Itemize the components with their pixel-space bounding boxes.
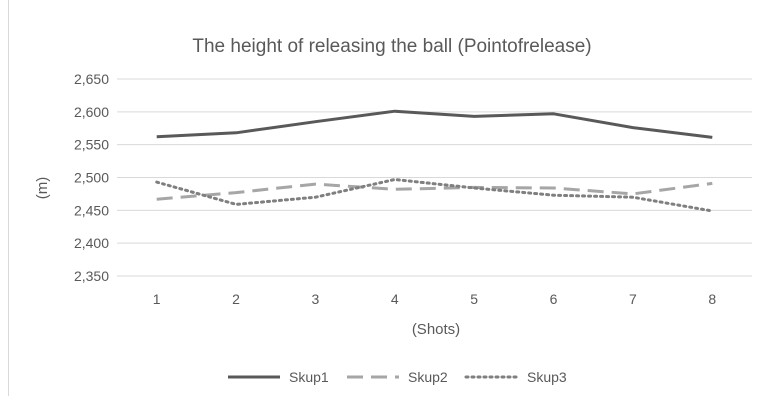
legend: Skup1 Skup2 Skup3 [228, 369, 567, 385]
y-tick-labels: 2,350 2,400 2,450 2,500 2,550 2,600 2,650 [74, 71, 109, 284]
y-tick-label: 2,450 [74, 202, 109, 218]
y-tick-label: 2,500 [74, 170, 109, 186]
chart-title: The height of releasing the ball (Pointo… [192, 36, 591, 57]
x-tick-label: 3 [312, 291, 320, 307]
series-line-skup2 [156, 181, 713, 201]
series-lines [155, 109, 714, 213]
x-tick-label: 6 [550, 291, 558, 307]
x-tick-label: 8 [708, 291, 716, 307]
series-line-skup3 [155, 178, 714, 213]
x-tick-label: 5 [470, 291, 478, 307]
gridlines [117, 78, 752, 277]
x-tick-label: 2 [232, 291, 240, 307]
y-tick-label: 2,600 [74, 104, 109, 120]
legend-label-skup1: Skup1 [289, 369, 329, 385]
x-tick-label: 7 [629, 291, 637, 307]
x-axis-label: (Shots) [412, 321, 460, 338]
y-tick-label: 2,550 [74, 137, 109, 153]
y-tick-label: 2,350 [74, 268, 109, 284]
series-line-skup1 [156, 109, 713, 139]
y-axis-label: (m) [34, 177, 51, 200]
y-tick-label: 2,400 [74, 235, 109, 251]
legend-label-skup2: Skup2 [408, 369, 448, 385]
y-tick-label: 2,650 [74, 71, 109, 87]
x-tick-labels: 1 2 3 4 5 6 7 8 [153, 291, 717, 307]
x-tick-label: 4 [391, 291, 399, 307]
frame-left-border [8, 0, 9, 396]
legend-label-skup3: Skup3 [527, 369, 567, 385]
x-tick-label: 1 [153, 291, 161, 307]
